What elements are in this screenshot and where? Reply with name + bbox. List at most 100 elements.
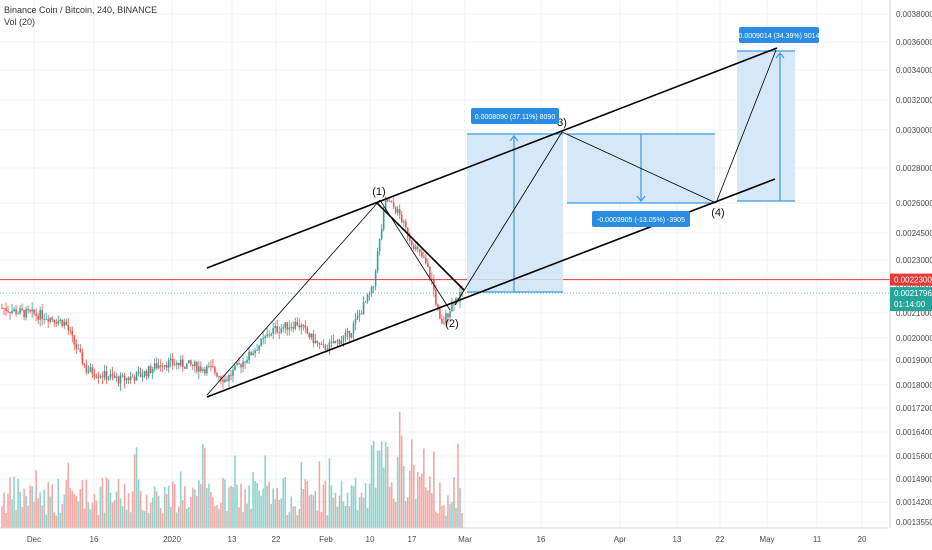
volume-bar: [382, 467, 385, 528]
volume-bar: [264, 455, 266, 528]
volume-bar: [101, 478, 104, 528]
candle-body: [340, 340, 343, 345]
time-tick-label: Apr: [614, 535, 627, 544]
volume-bar: [220, 502, 222, 528]
wave-label: 3): [557, 117, 567, 129]
volume-bar: [360, 492, 363, 528]
candle-body: [266, 334, 268, 337]
candle-body: [328, 342, 331, 350]
candle-body: [61, 319, 64, 327]
volume-bar: [93, 493, 96, 528]
volume-bar: [57, 478, 60, 528]
time-tick-label: Feb: [319, 535, 333, 544]
time-tick-label: 13: [673, 535, 682, 544]
volume-bar: [376, 450, 379, 528]
volume-bar: [278, 499, 281, 528]
candle-body: [21, 308, 23, 311]
candle-body: [304, 325, 307, 328]
volume-bar: [194, 489, 196, 528]
candle-body: [202, 369, 204, 371]
candle-body: [87, 371, 90, 373]
volume-bar: [414, 498, 417, 528]
volume-bar: [208, 483, 210, 528]
volume-bar: [99, 486, 102, 528]
price-tick-label: 0.0034000: [896, 66, 932, 75]
volume-bar: [270, 504, 272, 528]
candle-body: [198, 366, 200, 372]
candle-body: [421, 251, 423, 257]
volume-bar: [439, 482, 441, 528]
volume-bar: [262, 488, 264, 528]
candle-body: [51, 317, 54, 320]
symbol-title[interactable]: Binance Coin / Bitcoin, 240, BINANCE: [4, 5, 158, 15]
candle-body: [171, 358, 174, 365]
volume-bar: [447, 495, 449, 528]
volume-bar: [348, 506, 351, 528]
price-tick-label: 0.0018000: [896, 381, 932, 390]
volume-bar: [288, 512, 291, 528]
volume-bar: [103, 512, 106, 528]
volume-bar: [406, 497, 409, 528]
candle-body: [177, 363, 180, 366]
volume-bar: [276, 487, 278, 528]
candle-body: [427, 263, 429, 267]
candle-body: [408, 236, 411, 241]
volume-bar: [222, 477, 224, 528]
projection-box-wave-3: [467, 134, 563, 292]
candle-body: [169, 358, 172, 361]
candle-body: [216, 372, 218, 377]
volume-indicator-label[interactable]: Vol (20): [4, 17, 36, 27]
candle-body: [441, 318, 443, 324]
volume-bar: [425, 487, 427, 528]
chart-legend: Binance Coin / Bitcoin, 240, BINANCE Vol…: [4, 4, 157, 28]
candle-body: [258, 345, 260, 351]
volume-bar: [400, 435, 403, 528]
candle-body: [97, 376, 100, 378]
candle-body: [232, 369, 234, 376]
volume-bar: [336, 506, 339, 528]
candle-body: [364, 301, 367, 303]
arrow-head: [509, 135, 519, 142]
candle-body: [220, 376, 222, 380]
candle-body: [121, 375, 124, 377]
candle-body: [294, 321, 297, 329]
volume-bar: [175, 512, 178, 528]
candle-body: [396, 209, 399, 213]
volume-bar: [427, 490, 429, 528]
candle-body: [270, 333, 272, 336]
volume-bar: [21, 507, 23, 528]
candle-body: [392, 202, 395, 208]
candle-body: [240, 364, 242, 368]
volume-bar: [429, 476, 431, 528]
volume-bar: [71, 490, 74, 528]
candle-body: [117, 376, 120, 384]
volume-bar: [31, 486, 33, 528]
volume-bar: [408, 470, 411, 528]
candle-body: [334, 340, 337, 344]
candlestick-series: [0, 196, 890, 391]
wave-label: (2): [445, 318, 458, 330]
candle-body: [103, 370, 106, 378]
volume-bar: [292, 506, 295, 528]
price-tick-label: 0.0019000: [896, 356, 932, 365]
volume-bar: [366, 507, 369, 528]
candle-body: [23, 310, 25, 318]
candle-body: [37, 315, 39, 320]
volume-bar: [459, 488, 461, 528]
price-tick-label: 0.0020000: [896, 334, 932, 343]
volume-bar: [296, 514, 299, 528]
candle-body: [348, 330, 351, 338]
candle-body: [1, 308, 3, 309]
volume-bar: [356, 510, 359, 528]
candle-body: [11, 310, 13, 314]
candle-body: [188, 360, 190, 364]
candle-body: [366, 294, 369, 302]
candle-body: [67, 325, 70, 331]
volume-bar: [167, 485, 170, 528]
candle-body: [212, 366, 214, 368]
time-tick-label: Mar: [458, 535, 472, 544]
volume-bar: [143, 511, 146, 528]
candle-body: [196, 361, 198, 372]
volume-bar: [79, 488, 82, 528]
